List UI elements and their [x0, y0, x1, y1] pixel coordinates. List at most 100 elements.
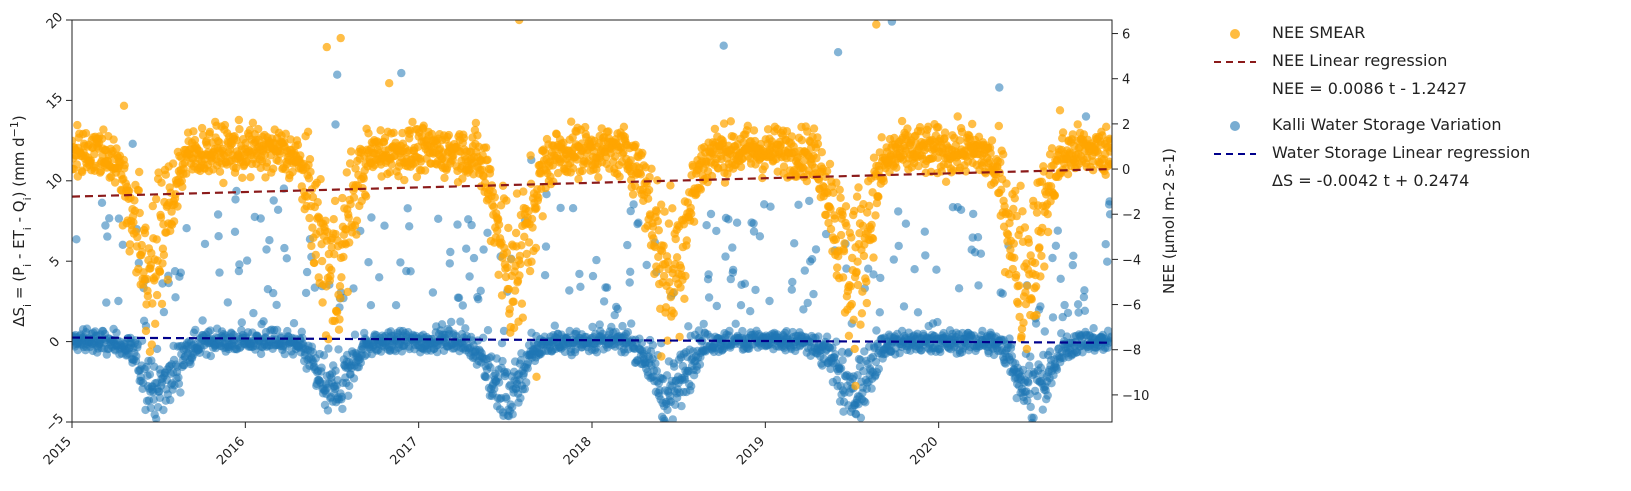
water-storage-point: [101, 221, 110, 230]
nee-point: [696, 185, 705, 194]
nee-point: [829, 188, 838, 197]
water-storage-point: [223, 298, 232, 307]
nee-point: [670, 288, 679, 297]
nee-point: [318, 298, 327, 307]
water-storage-point: [998, 289, 1007, 298]
nee-point: [644, 185, 654, 195]
nee-point: [161, 170, 170, 179]
water-storage-point: [839, 407, 848, 416]
nee-point: [1011, 186, 1020, 196]
nee-point: [171, 190, 180, 199]
water-storage-point: [921, 251, 930, 260]
nee-point: [657, 200, 666, 209]
nee-point: [1073, 120, 1082, 129]
nee-point: [859, 251, 869, 261]
nee-point: [516, 259, 525, 269]
nee-point: [110, 178, 120, 187]
nee-point: [376, 126, 385, 135]
nee-point: [863, 208, 872, 217]
nee-point: [157, 178, 166, 187]
water-storage-point: [1040, 327, 1050, 336]
nee-point: [871, 211, 880, 220]
water-storage-point: [787, 285, 796, 294]
nee-point: [307, 241, 316, 251]
nee-point: [342, 168, 351, 177]
nee-point: [987, 136, 997, 145]
nee-point: [1063, 170, 1073, 179]
water-storage-point: [1038, 405, 1048, 414]
nee-point: [234, 115, 244, 125]
nee-point: [483, 155, 492, 164]
nee-point: [440, 173, 449, 183]
y-right-tick-label: −2: [1122, 208, 1141, 223]
water-storage-point: [956, 205, 966, 214]
nee-point: [522, 249, 531, 259]
water-storage-point: [494, 378, 504, 387]
nee-point: [1024, 238, 1034, 247]
water-storage-point: [232, 186, 241, 196]
water-storage-point: [541, 242, 551, 251]
nee-point: [997, 185, 1006, 194]
x-tick-label: 2016: [214, 434, 248, 468]
water-storage-point: [269, 288, 278, 298]
nee-point: [628, 190, 638, 199]
water-storage-point: [437, 320, 447, 329]
y-right-tick-label: −4: [1122, 253, 1141, 268]
water-storage-point: [668, 415, 677, 422]
nee-point: [246, 173, 255, 182]
water-storage-point: [461, 324, 470, 333]
nee-point: [1093, 148, 1103, 157]
orange-dot-marker-icon: [1230, 29, 1240, 39]
water-storage-point: [782, 327, 791, 336]
water-storage-point: [324, 344, 333, 353]
water-storage-point: [626, 206, 635, 216]
nee-point: [994, 121, 1003, 131]
nee-point: [129, 218, 138, 227]
nee-point: [1002, 179, 1011, 188]
y-right-axis-ticks: −10 −8 −6 −4 −2 0 2 4 6: [1112, 28, 1149, 404]
water-storage-point: [516, 393, 525, 403]
nee-point: [346, 200, 355, 209]
water-storage-point: [712, 301, 721, 311]
water-storage-point: [516, 356, 526, 365]
nee-point: [534, 193, 543, 202]
water-storage-point: [103, 232, 112, 241]
water-storage-point: [1105, 197, 1112, 206]
legend-nee-equation: NEE = 0.0086 t - 1.2427: [1272, 79, 1468, 98]
nee-point: [345, 159, 355, 168]
nee-point: [310, 258, 319, 268]
water-storage-point: [112, 328, 121, 337]
nee-point: [520, 232, 529, 241]
nee-point: [400, 175, 409, 185]
water-storage-point: [508, 402, 517, 412]
nee-point: [852, 192, 862, 201]
nee-point: [999, 150, 1008, 159]
nee-point: [940, 128, 950, 137]
nee-point: [849, 315, 858, 324]
water-storage-point: [634, 218, 643, 227]
nee-point: [305, 213, 314, 223]
nee-point: [135, 167, 144, 177]
nee-point: [1058, 128, 1068, 137]
nee-point: [313, 198, 322, 207]
y-left-tick-label: 10: [44, 171, 66, 193]
nee-point: [825, 159, 835, 169]
nee-point: [505, 305, 514, 314]
nee-point: [502, 248, 512, 257]
nee-point: [385, 79, 394, 88]
nee-point: [809, 124, 819, 133]
water-storage-point: [724, 215, 733, 224]
nee-point: [288, 167, 297, 177]
nee-point: [643, 194, 653, 203]
water-storage-point: [152, 414, 161, 422]
nee-point: [261, 173, 270, 182]
nee-point: [335, 315, 344, 324]
nee-point: [219, 178, 228, 188]
water-storage-point: [1045, 347, 1055, 356]
nee-point: [631, 140, 640, 150]
nee-point: [553, 168, 563, 178]
water-storage-point: [146, 403, 155, 412]
y-left-tick-label: 5: [47, 254, 63, 270]
water-storage-point: [234, 266, 244, 276]
nee-regression-line: [71, 167, 1113, 198]
